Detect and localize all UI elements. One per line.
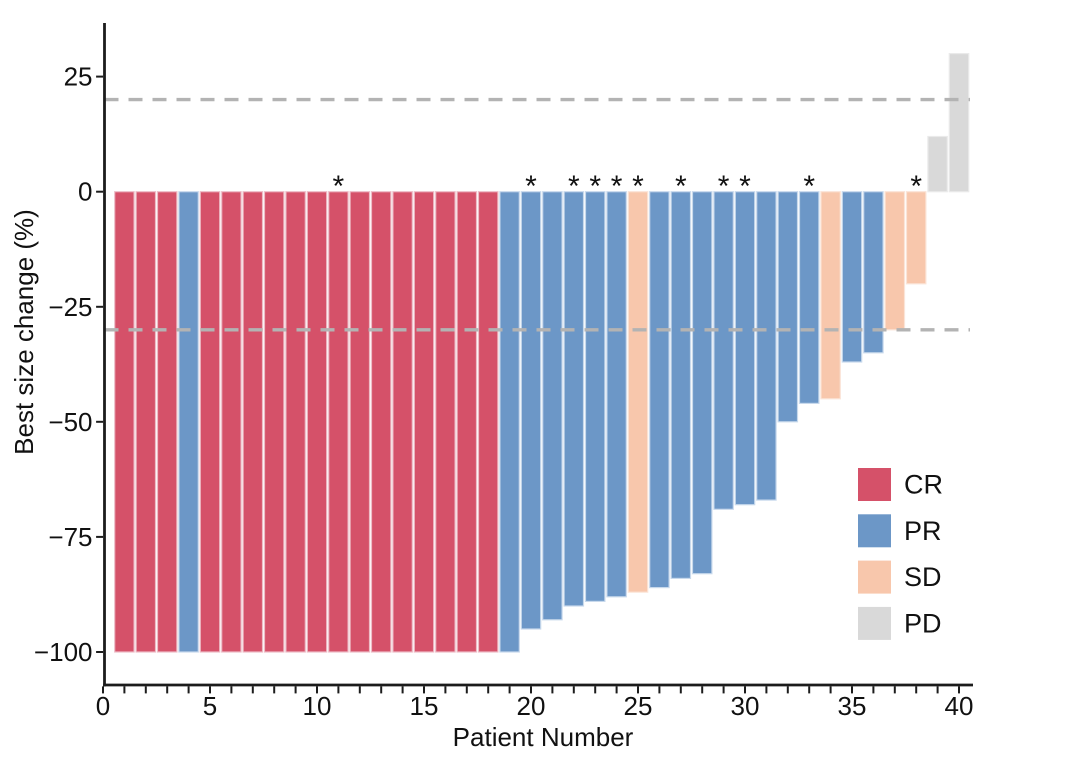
bar-patient-15-CR xyxy=(413,191,435,653)
axes-layer: 0 5 10 15 20 25 30 35 40 25 0 −25 −50 −75 −100 xyxy=(34,23,974,721)
bar-patient-3-CR xyxy=(156,191,178,653)
bar-patient-28-PR xyxy=(691,191,713,575)
bar-patient-18-CR xyxy=(477,191,499,653)
asterisk-patient-29: * xyxy=(718,170,730,203)
legend-label-CR: CR xyxy=(904,470,943,500)
asterisk-patient-30: * xyxy=(739,170,751,203)
legend-swatch-PR xyxy=(858,514,891,548)
bar-patient-35-PR xyxy=(841,191,863,363)
legend-swatch-CR xyxy=(858,468,891,501)
bar-patient-31-PR xyxy=(756,191,777,501)
bar-patient-11-CR xyxy=(328,191,349,653)
x-tick-label-40: 40 xyxy=(945,691,974,721)
bar-patient-19-PR xyxy=(499,191,520,653)
legend-swatch-PD xyxy=(858,606,891,640)
bar-patient-32-PR xyxy=(777,191,799,423)
bar-patient-12-CR xyxy=(349,191,371,653)
x-tick-label-0: 0 xyxy=(96,691,110,721)
asterisk-layer: * * * * * * * * * * * xyxy=(333,170,923,203)
bar-patient-36-PR xyxy=(863,191,884,354)
bar-patient-14-CR xyxy=(392,191,413,653)
bar-patient-7-CR xyxy=(242,191,264,653)
bar-patient-30-PR xyxy=(734,191,756,506)
legend-label-PR: PR xyxy=(904,516,942,546)
bar-patient-29-PR xyxy=(713,191,734,510)
reference-lines-layer xyxy=(104,97,970,332)
asterisk-patient-11: * xyxy=(333,170,345,203)
y-tick-label--75: −75 xyxy=(48,522,92,552)
asterisk-patient-25: * xyxy=(632,170,644,203)
asterisk-patient-38: * xyxy=(910,170,922,203)
legend-swatch-SD xyxy=(858,560,891,594)
legend-entry-SD: SD xyxy=(858,560,942,594)
bar-patient-13-CR xyxy=(370,191,392,653)
bar-patient-2-CR xyxy=(135,191,157,653)
bar-patient-25-SD xyxy=(627,191,649,593)
bar-patient-4-PR xyxy=(178,191,199,653)
legend-label-PD: PD xyxy=(904,608,942,638)
x-tick-label-5: 5 xyxy=(203,691,217,721)
bar-patient-9-CR xyxy=(285,191,306,653)
legend-label-SD: SD xyxy=(904,562,942,592)
bar-patient-37-SD xyxy=(884,191,906,331)
x-axis-title: Patient Number xyxy=(453,722,634,752)
asterisk-patient-33: * xyxy=(803,170,815,203)
legend-entry-PD: PD xyxy=(858,606,942,640)
bar-patient-34-SD xyxy=(820,191,841,400)
x-tick-label-15: 15 xyxy=(410,691,439,721)
legend-entry-CR: CR xyxy=(858,468,943,501)
bar-patient-5-CR xyxy=(199,191,221,653)
y-tick-label-0: 0 xyxy=(78,177,92,207)
x-tick-label-30: 30 xyxy=(731,691,760,721)
bar-patient-38-SD xyxy=(905,191,927,285)
y-tick-label--50: −50 xyxy=(48,407,92,437)
x-tick-label-35: 35 xyxy=(838,691,867,721)
bar-patient-8-CR xyxy=(263,191,285,653)
bar-patient-16-CR xyxy=(435,191,456,653)
legend-entry-PR: PR xyxy=(858,514,942,548)
bar-patient-40-PD xyxy=(948,52,970,193)
y-tick-label--100: −100 xyxy=(34,637,93,667)
bar-patient-27-PR xyxy=(670,191,692,580)
bar-patient-22-PR xyxy=(563,191,585,607)
legend: CR PR SD PD xyxy=(858,468,943,640)
bar-patient-1-CR xyxy=(114,191,135,653)
asterisk-patient-24: * xyxy=(611,170,623,203)
bar-patient-23-PR xyxy=(584,191,606,603)
bar-patient-33-PR xyxy=(798,191,820,404)
asterisk-patient-27: * xyxy=(675,170,687,203)
x-tick-label-25: 25 xyxy=(624,691,653,721)
bar-patient-20-PR xyxy=(520,191,542,630)
bar-patient-17-CR xyxy=(456,191,478,653)
bar-patient-21-PR xyxy=(542,191,563,621)
bar-patient-26-PR xyxy=(649,191,670,589)
bar-patient-10-CR xyxy=(306,191,328,653)
y-axis-title: Best size change (%) xyxy=(9,209,39,455)
bars-layer xyxy=(114,52,970,653)
y-tick-label-25: 25 xyxy=(64,62,93,92)
asterisk-patient-23: * xyxy=(589,170,601,203)
bar-patient-24-PR xyxy=(606,191,627,598)
bar-patient-39-PD xyxy=(927,135,948,193)
x-tick-label-10: 10 xyxy=(303,691,332,721)
asterisk-patient-20: * xyxy=(525,170,537,203)
asterisk-patient-22: * xyxy=(568,170,580,203)
x-tick-label-20: 20 xyxy=(517,691,546,721)
y-tick-label--25: −25 xyxy=(48,292,92,322)
bar-patient-6-CR xyxy=(221,191,242,653)
